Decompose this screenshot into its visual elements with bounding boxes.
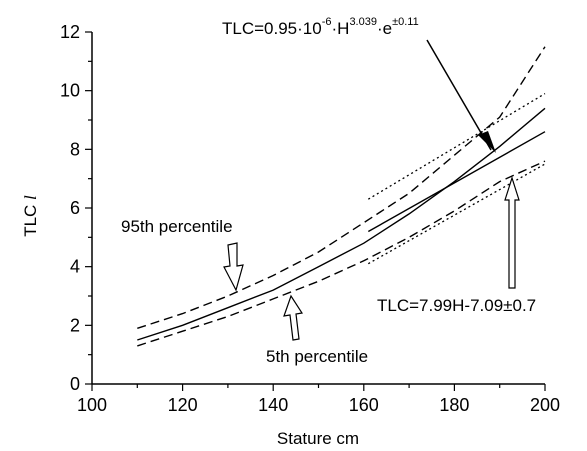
series-line-0 <box>137 107 546 341</box>
axes <box>91 32 545 385</box>
x-axis-title: Stature cm <box>277 429 359 448</box>
power-eq-mid: ·H <box>331 19 349 38</box>
power-eq-end: ·e <box>377 19 392 38</box>
series-line-5 <box>367 163 546 265</box>
x-tick-label: 200 <box>530 395 560 415</box>
y-tick-label: 0 <box>70 374 80 394</box>
series-line-2 <box>137 160 546 347</box>
x-tick-label: 100 <box>77 395 107 415</box>
x-tick-label: 160 <box>349 395 379 415</box>
y-axis-title: TLC l <box>21 195 40 237</box>
power-equation-label: TLC=0.95·10-6·H3.039·e±0.11 <box>222 16 419 38</box>
linear-equation-label: TLC=7.99H-7.09±0.7 <box>377 296 536 315</box>
power-eq-base: TLC=0.95·10 <box>222 19 322 38</box>
y-tick-label: 6 <box>70 198 80 218</box>
x-tick-label: 140 <box>258 395 288 415</box>
y-tick-label: 12 <box>60 22 80 42</box>
y-tick-label: 2 <box>70 315 80 335</box>
p95-arrow <box>223 242 244 292</box>
linear-eq-arrow <box>504 176 520 289</box>
power-eq-exp2: 3.039 <box>349 16 377 28</box>
p95-label: 95th percentile <box>121 217 233 236</box>
p5-arrow <box>283 294 304 341</box>
p5-label: 5th percentile <box>266 347 368 366</box>
y-axis-title-prefix: TLC <box>21 205 40 237</box>
x-ticks: 100 120 140 160 180 200 <box>77 384 560 415</box>
y-tick-label: 8 <box>70 139 80 159</box>
y-axis-title-unit: l <box>21 195 40 200</box>
series-line-3 <box>367 131 546 233</box>
series-group <box>137 46 546 347</box>
y-tick-label: 10 <box>60 81 80 101</box>
y-tick-label: 4 <box>70 257 80 277</box>
power-eq-exp3: ±0.11 <box>392 16 419 28</box>
power-eq-arrow-head <box>478 131 496 153</box>
y-ticks: 0 2 4 6 8 10 12 <box>60 22 92 394</box>
series-line-1 <box>137 46 546 329</box>
series-line-4 <box>367 93 546 200</box>
x-tick-label: 180 <box>439 395 469 415</box>
x-tick-label: 120 <box>168 395 198 415</box>
power-eq-exp1: -6 <box>322 16 332 28</box>
power-eq-arrow-line <box>426 39 492 151</box>
annotation-arrows <box>223 39 520 341</box>
